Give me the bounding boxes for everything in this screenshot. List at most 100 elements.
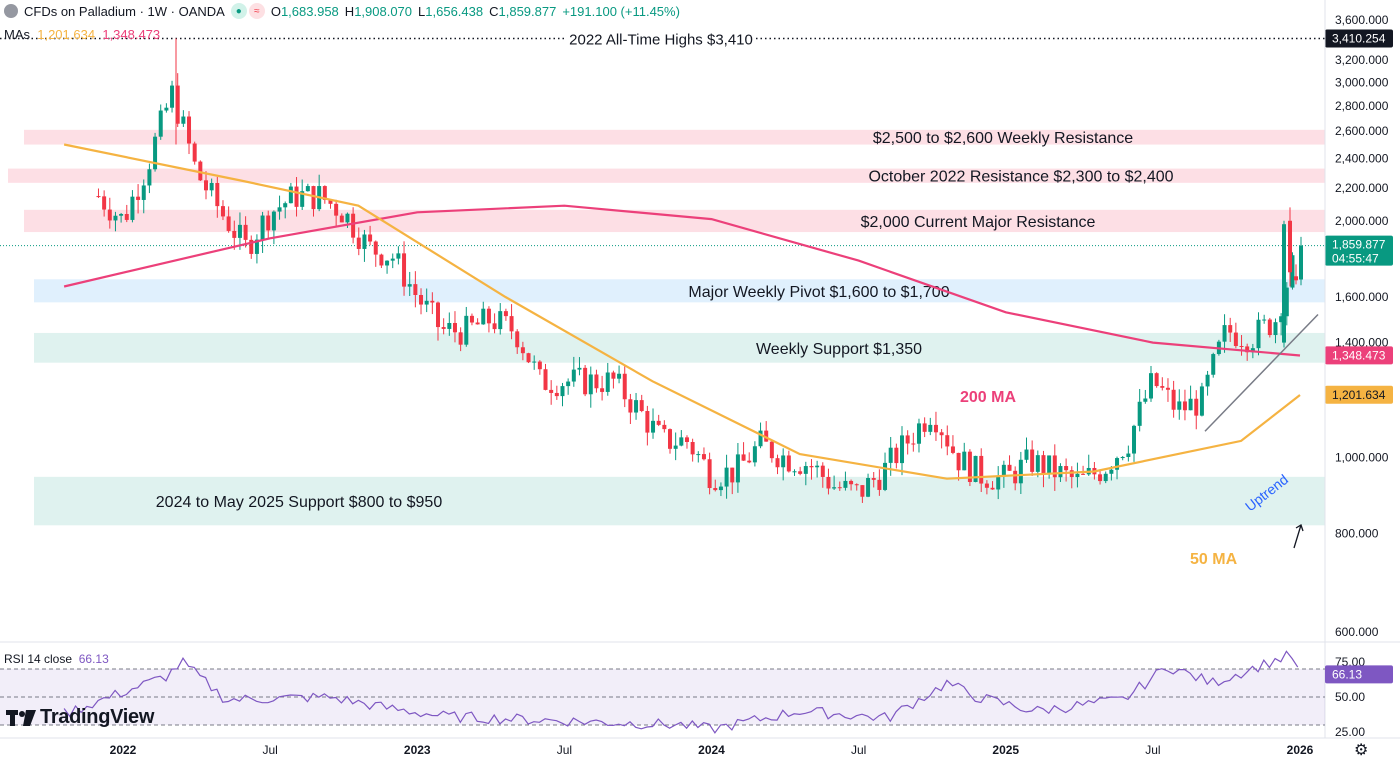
candle-body: [1058, 466, 1063, 478]
candle-body: [1148, 373, 1153, 399]
tradingview-logo[interactable]: TradingView: [6, 706, 154, 729]
candle-body: [413, 284, 418, 295]
candle-body: [532, 361, 537, 363]
candle-body: [1024, 449, 1029, 460]
candle-body: [277, 207, 282, 212]
candle-body: [1290, 255, 1295, 288]
zone-label-2: $2,000 Current Major Resistance: [861, 214, 1096, 231]
candle-body: [1171, 389, 1176, 410]
candle-body: [271, 211, 276, 231]
rsi-axis-tick: 25.00: [1335, 725, 1365, 739]
candle-body: [192, 143, 197, 162]
candle-body: [1284, 287, 1289, 317]
candle-body: [220, 206, 225, 217]
candle-body: [1177, 401, 1182, 410]
gear-icon[interactable]: ⚙: [1354, 742, 1369, 759]
zone-pivot-3: [34, 279, 1325, 303]
candle-body: [1250, 348, 1255, 353]
candle-body: [96, 196, 101, 198]
candle-body: [1018, 459, 1023, 484]
candle-body: [939, 432, 944, 436]
candle-body: [662, 424, 667, 430]
candle-body: [243, 224, 248, 240]
close-value: 1,859.877: [498, 3, 557, 19]
candle-body: [1013, 470, 1018, 484]
price-axis-tick: 1,600.000: [1335, 290, 1389, 304]
candle-body: [668, 429, 673, 449]
candle-body: [679, 437, 684, 446]
candle-body: [136, 196, 141, 200]
price-axis-tick: 1,000.000: [1335, 451, 1389, 465]
candle-body: [673, 445, 678, 449]
candle-body: [1211, 354, 1216, 375]
candle-body: [187, 116, 192, 144]
candle-body: [718, 486, 723, 491]
candle-body: [701, 454, 706, 460]
candle-body: [203, 180, 208, 191]
last-price-tag: 1,859.877: [1332, 238, 1386, 252]
candle-body: [1199, 386, 1204, 416]
rsi-legend[interactable]: RSI 14 close 66.13: [4, 652, 109, 666]
candle-body: [124, 213, 129, 220]
candle-body: [741, 454, 746, 461]
candle-body: [1103, 473, 1108, 482]
candle-body: [526, 353, 531, 363]
candle-body: [305, 186, 310, 192]
candle-body: [866, 478, 871, 497]
candle-body: [311, 186, 316, 210]
time-axis-tick: Jul: [262, 743, 277, 757]
candle-body: [260, 215, 265, 240]
candle-body: [226, 216, 231, 231]
final-candle-body: [1299, 245, 1303, 280]
zone-resistance-0: [24, 129, 1325, 145]
candle-body: [933, 424, 938, 433]
candle-body: [639, 400, 644, 412]
candle-body: [962, 451, 967, 471]
ma200-annotation: 200 MA: [960, 389, 1016, 406]
candle-body: [1228, 325, 1233, 333]
candle-body: [1030, 449, 1035, 472]
mas-legend[interactable]: MAs 1,201.634 1,348.473: [4, 27, 160, 42]
candle-body: [950, 446, 955, 453]
ma200-price-tag: 1,348.473: [1332, 348, 1386, 362]
candle-body: [1081, 473, 1086, 475]
candle-body: [888, 447, 893, 463]
candle-body: [158, 110, 163, 137]
symbol-title[interactable]: CFDs on Palladium · 1W · OANDA: [24, 3, 225, 19]
candle-body: [385, 260, 390, 266]
candle-body: [130, 196, 135, 220]
candle-body: [1222, 325, 1227, 342]
candle-body: [583, 367, 588, 395]
market-status-badge[interactable]: ● ≈: [230, 3, 265, 19]
candle-body: [769, 441, 774, 459]
candle-body: [373, 241, 378, 255]
candle-body: [707, 459, 712, 489]
candle-body: [328, 199, 333, 204]
candle-body: [266, 215, 271, 231]
candle-body: [288, 186, 293, 204]
candle-body: [1120, 456, 1125, 459]
tradingview-logo-icon: [6, 709, 36, 726]
time-axis-tick: Jul: [1145, 743, 1160, 757]
candle-body: [209, 182, 214, 191]
candle-body: [1256, 319, 1261, 349]
candle-body: [1154, 373, 1159, 387]
candle-body: [815, 465, 820, 468]
final-candle-body: [1288, 220, 1292, 273]
price-axis-tick: 2,000.000: [1335, 214, 1389, 228]
candle-body: [577, 367, 582, 370]
candle-body: [554, 392, 559, 397]
candle-body: [967, 451, 972, 482]
candle-body: [600, 388, 605, 392]
candle-body: [1047, 455, 1052, 475]
candle-body: [322, 186, 327, 200]
candle-body: [900, 435, 905, 464]
candle-body: [928, 424, 933, 432]
candle-body: [407, 284, 412, 287]
candle-body: [379, 254, 384, 266]
time-axis-tick: Jul: [851, 743, 866, 757]
candles: [96, 38, 1303, 503]
candle-body: [1160, 386, 1165, 388]
zone-label-5: 2024 to May 2025 Support $800 to $950: [156, 494, 443, 511]
